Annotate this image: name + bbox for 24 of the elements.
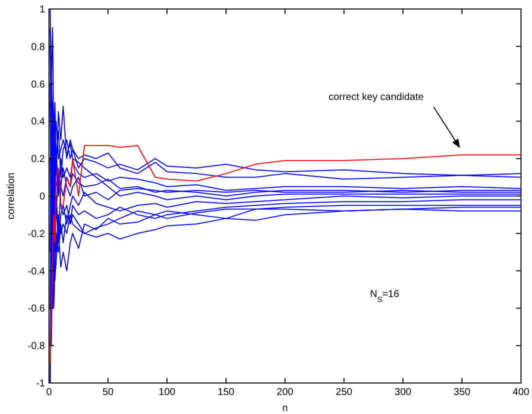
x-tick-label: 300 [394,387,412,398]
annotation: N$_{S}$=16 [370,288,400,304]
x-tick-label: 200 [276,387,294,398]
y-tick-label: -0.6 [28,304,46,315]
x-tick-label: 400 [512,387,530,398]
y-tick-label: 0.6 [31,79,46,90]
y-tick-label: -0.8 [28,341,46,352]
y-tick-label: 0 [39,192,46,202]
x-tick-label: 250 [336,387,353,398]
x-axis-title: n [282,403,288,414]
x-tick-label: 350 [454,387,471,398]
annotation: correct key candidate [328,92,424,103]
y-tick-label: 1 [39,4,46,16]
y-tick-label: -1 [36,378,46,390]
x-tick-label: 0 [46,387,52,398]
y-axis-title: correlation [6,172,17,220]
x-tick-label: 100 [158,387,176,398]
y-tick-label: -0.4 [28,266,46,278]
y-tick-label: 0.2 [31,154,46,166]
y-tick-label: -0.2 [28,228,46,240]
y-tick-label: 0.4 [31,116,46,128]
x-tick-label: 50 [102,387,114,398]
y-tick-label: 0.8 [31,42,46,53]
x-tick-label: 150 [218,387,235,398]
